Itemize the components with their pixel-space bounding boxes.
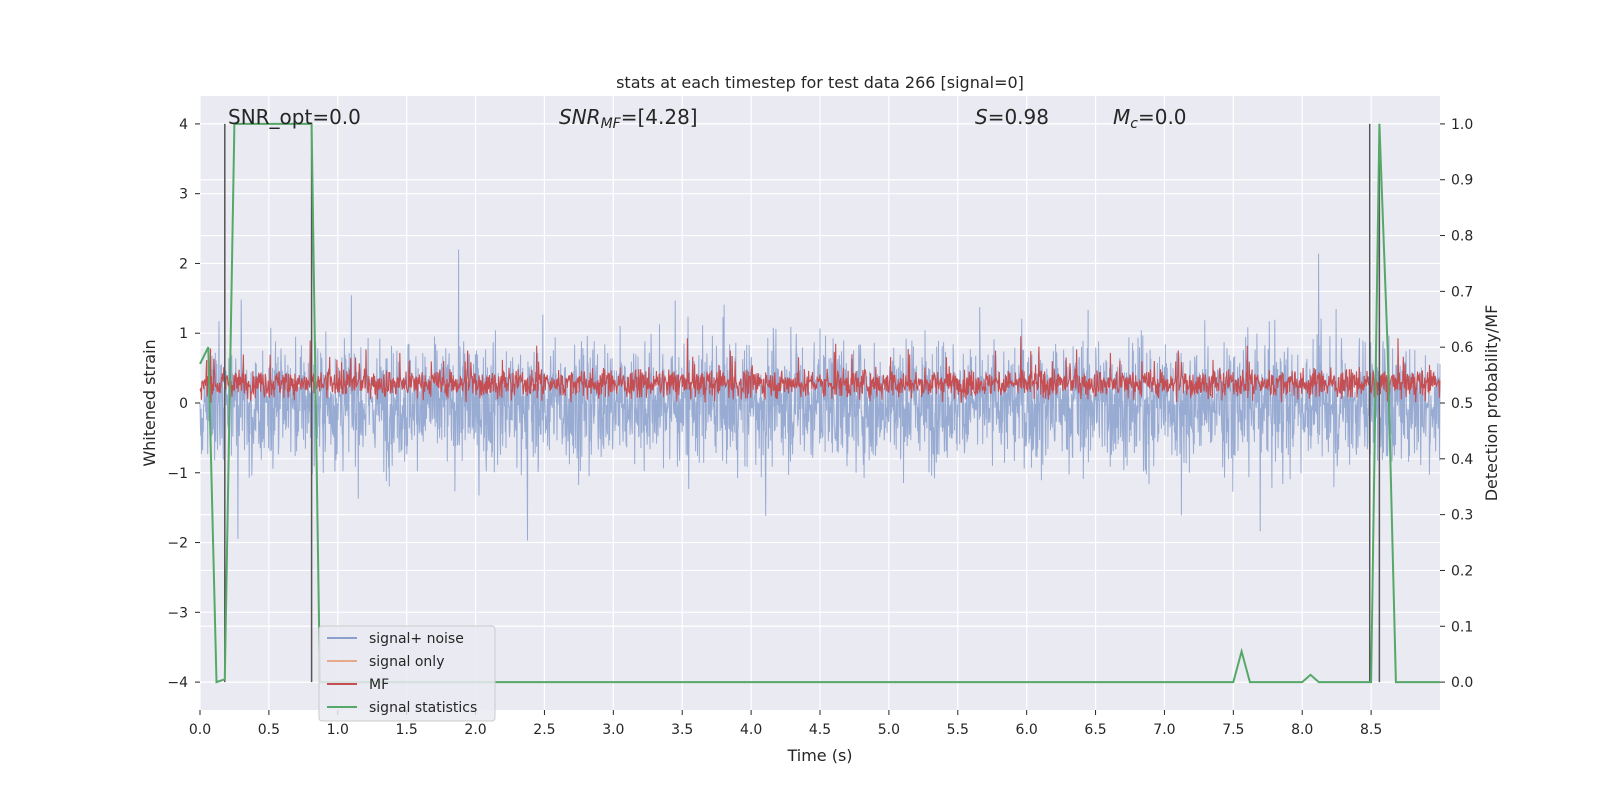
x-tick-label: 3.0 xyxy=(602,722,624,738)
annotation-mc: Mc=0.0 xyxy=(1113,105,1187,132)
x-tick-label: 8.0 xyxy=(1291,722,1313,738)
x-tick-label: 6.0 xyxy=(1016,722,1038,738)
legend-box xyxy=(318,625,496,722)
x-tick-label: 3.5 xyxy=(671,722,693,738)
y2-tick-label: 0.3 xyxy=(1451,508,1473,524)
annotations: SNR_opt=0.0 SNRMF=[4.28] S=0.98 Mc=0.0 xyxy=(228,105,1187,132)
annotation-s: S=0.98 xyxy=(975,105,1049,129)
y-tick-label: 1 xyxy=(179,326,188,342)
legend: signal+ noise signal only MF signal stat… xyxy=(318,625,496,722)
annotation-snr-mf-main: SNR xyxy=(559,105,601,129)
annotation-snr-mf-value: =[4.28] xyxy=(621,105,698,129)
y2-tick-label: 0.9 xyxy=(1451,173,1473,189)
annotation-snr-opt: SNR_opt=0.0 xyxy=(228,105,361,129)
annotation-snr-mf-sub: MF xyxy=(601,116,622,132)
x-ticks: 0.0 0.5 1.0 1.5 2.0 2.5 3.0 3.5 4.0 4.5 5.0 5.5 6.0 6… xyxy=(189,710,1382,738)
x-tick-label: 6.5 xyxy=(1084,722,1106,738)
y2-tick-label: 0.4 xyxy=(1451,452,1473,468)
annotation-mc-main: M xyxy=(1113,105,1130,129)
legend-label-signal-noise: signal+ noise xyxy=(369,631,464,647)
y-tick-label: −4 xyxy=(167,675,188,691)
y-tick-label: 0 xyxy=(179,396,188,412)
x-tick-label: 7.5 xyxy=(1222,722,1244,738)
x-tick-label: 0.5 xyxy=(258,722,280,738)
x-tick-label: 7.0 xyxy=(1153,722,1175,738)
x-tick-label: 0.0 xyxy=(189,722,211,738)
y2-tick-label: 0.6 xyxy=(1451,340,1473,356)
annotation-snr-mf: SNRMF=[4.28] xyxy=(559,105,698,132)
x-tick-label: 5.0 xyxy=(878,722,900,738)
y2-axis-label: Detection probability/MF xyxy=(1482,305,1501,502)
y-tick-label: −1 xyxy=(167,466,188,482)
x-tick-label: 4.5 xyxy=(809,722,831,738)
chart-title: stats at each timestep for test data 266… xyxy=(616,73,1024,92)
legend-label-signal-only: signal only xyxy=(369,654,444,670)
x-tick-label: 2.5 xyxy=(533,722,555,738)
annotation-mc-sub: c xyxy=(1130,116,1138,132)
y2-tick-label: 0.5 xyxy=(1451,396,1473,412)
y2-tick-label: 1.0 xyxy=(1451,117,1473,133)
y2-tick-label: 0.2 xyxy=(1451,563,1473,579)
y2-tick-label: 0.7 xyxy=(1451,284,1473,300)
legend-label-signal-statistics: signal statistics xyxy=(369,700,477,716)
y-tick-label: −2 xyxy=(167,536,188,552)
x-axis-label: Time (s) xyxy=(786,746,852,765)
y-axis-label: Whitened strain xyxy=(140,339,159,466)
x-tick-label: 2.0 xyxy=(464,722,486,738)
y-ticks: −4 −3 −2 −1 0 1 2 3 4 xyxy=(167,117,200,691)
mf-line xyxy=(199,336,1441,404)
x-tick-label: 8.5 xyxy=(1360,722,1382,738)
annotation-s-value: =0.98 xyxy=(988,105,1049,129)
y-tick-label: 3 xyxy=(179,187,188,203)
y-tick-label: 4 xyxy=(179,117,188,133)
mf-series xyxy=(199,336,1441,404)
annotation-s-main: S xyxy=(975,105,988,129)
x-tick-label: 1.0 xyxy=(327,722,349,738)
x-tick-label: 5.5 xyxy=(947,722,969,738)
vertical-markers xyxy=(224,123,1381,683)
y-tick-label: 2 xyxy=(179,256,188,272)
annotation-mc-value: =0.0 xyxy=(1138,105,1187,129)
x-tick-label: 4.0 xyxy=(740,722,762,738)
y-tick-label: −3 xyxy=(167,605,188,621)
legend-label-mf: MF xyxy=(369,677,389,693)
x-tick-label: 1.5 xyxy=(396,722,418,738)
y2-ticks: 0.0 0.1 0.2 0.3 0.4 0.5 0.6 0.7 0.8 0.9 1.0 xyxy=(1440,117,1473,691)
y2-tick-label: 0.1 xyxy=(1451,619,1473,635)
y2-tick-label: 0.0 xyxy=(1451,675,1473,691)
y2-tick-label: 0.8 xyxy=(1451,229,1473,245)
